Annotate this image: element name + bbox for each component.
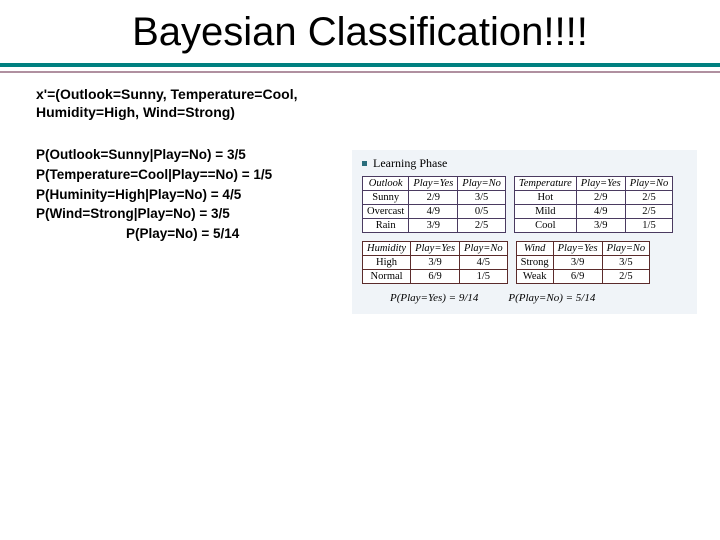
- td: Hot: [514, 191, 576, 205]
- th: Humidity: [363, 242, 411, 256]
- td: 6/9: [411, 270, 460, 284]
- learning-phase-header: Learning Phase: [362, 156, 689, 171]
- td: 3/9: [576, 219, 625, 233]
- td: 3/9: [553, 256, 602, 270]
- table-outlook: Outlook Play=Yes Play=No Sunny2/93/5 Ove…: [362, 176, 506, 233]
- th: Outlook: [363, 177, 409, 191]
- td: 2/9: [576, 191, 625, 205]
- table-temperature: Temperature Play=Yes Play=No Hot2/92/5 M…: [514, 176, 673, 233]
- th: Play=No: [625, 177, 673, 191]
- td: Overcast: [363, 205, 409, 219]
- td: Cool: [514, 219, 576, 233]
- th: Play=Yes: [409, 177, 458, 191]
- th: Play=No: [458, 177, 506, 191]
- table-row-top: Outlook Play=Yes Play=No Sunny2/93/5 Ove…: [362, 176, 689, 233]
- example-line-1: x'=(Outlook=Sunny, Temperature=Cool,: [36, 85, 690, 103]
- table-row-bottom: Humidity Play=Yes Play=No High3/94/5 Nor…: [362, 241, 689, 284]
- td: Mild: [514, 205, 576, 219]
- td: 4/9: [576, 205, 625, 219]
- th: Play=No: [460, 242, 508, 256]
- prior-no: P(Play=No) = 5/14: [508, 292, 595, 304]
- title-divider-main: [0, 63, 720, 67]
- learning-phase-label: Learning Phase: [373, 156, 447, 171]
- table-wind: Wind Play=Yes Play=No Strong3/93/5 Weak6…: [516, 241, 651, 284]
- td: Normal: [363, 270, 411, 284]
- td: 3/5: [602, 256, 650, 270]
- bullet-icon: [362, 161, 367, 166]
- td: Sunny: [363, 191, 409, 205]
- learning-phase-panel: Learning Phase Outlook Play=Yes Play=No …: [352, 150, 697, 314]
- th: Temperature: [514, 177, 576, 191]
- td: 2/5: [458, 219, 506, 233]
- td: 1/5: [460, 270, 508, 284]
- td: 1/5: [625, 219, 673, 233]
- td: 2/9: [409, 191, 458, 205]
- td: Strong: [516, 256, 553, 270]
- td: Weak: [516, 270, 553, 284]
- td: Rain: [363, 219, 409, 233]
- td: 3/9: [409, 219, 458, 233]
- td: High: [363, 256, 411, 270]
- th: Play=No: [602, 242, 650, 256]
- td: 4/5: [460, 256, 508, 270]
- th: Wind: [516, 242, 553, 256]
- td: 2/5: [625, 205, 673, 219]
- td: 2/5: [602, 270, 650, 284]
- example-line-2: Humidity=High, Wind=Strong): [36, 103, 690, 121]
- td: 2/5: [625, 191, 673, 205]
- table-humidity: Humidity Play=Yes Play=No High3/94/5 Nor…: [362, 241, 508, 284]
- slide-title: Bayesian Classification!!!!: [0, 0, 720, 63]
- example-instance: x'=(Outlook=Sunny, Temperature=Cool, Hum…: [36, 85, 690, 121]
- td: 3/9: [411, 256, 460, 270]
- th: Play=Yes: [411, 242, 460, 256]
- td: 0/5: [458, 205, 506, 219]
- th: Play=Yes: [553, 242, 602, 256]
- prior-probabilities: P(Play=Yes) = 9/14 P(Play=No) = 5/14: [362, 292, 689, 304]
- slide: Bayesian Classification!!!! x'=(Outlook=…: [0, 0, 720, 540]
- td: 3/5: [458, 191, 506, 205]
- td: 4/9: [409, 205, 458, 219]
- prior-yes: P(Play=Yes) = 9/14: [390, 292, 478, 304]
- th: Play=Yes: [576, 177, 625, 191]
- td: 6/9: [553, 270, 602, 284]
